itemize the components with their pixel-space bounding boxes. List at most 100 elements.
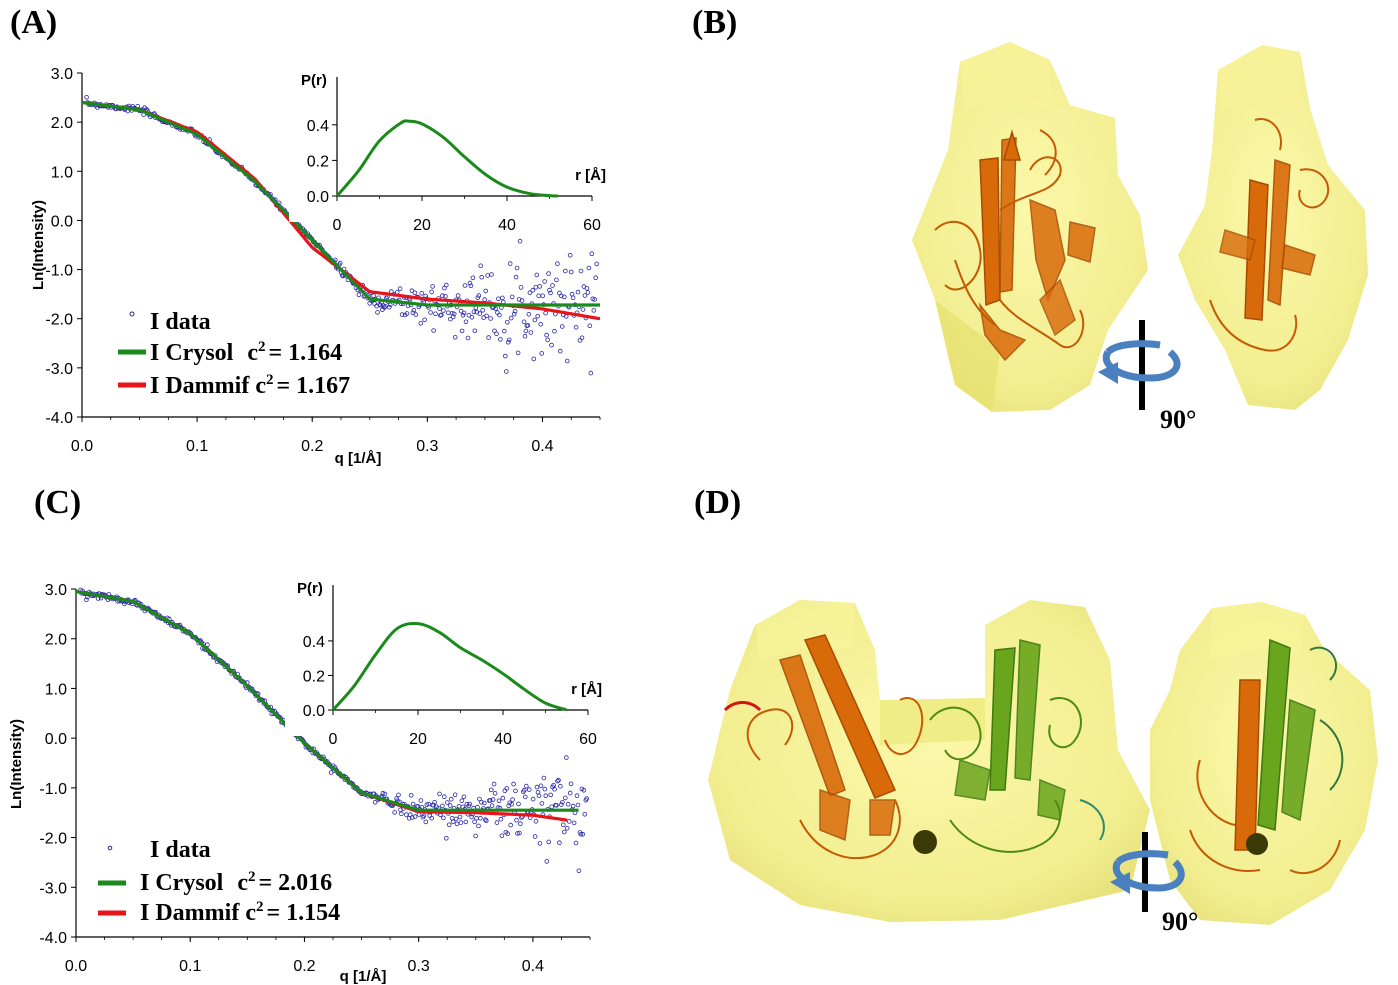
chart-c-point — [382, 791, 388, 797]
chart-c-point — [477, 796, 482, 802]
chart-a-point — [555, 261, 560, 267]
chart-a-point — [431, 328, 436, 333]
chart-a: 3.0 2.0 1.0 0.0 -1.0 -2.0 -3.0 -4.0 0.0 0.1 0.2 0.3… — [30, 66, 606, 467]
chart-c-point — [564, 825, 570, 831]
chart-c-inset-pr-line — [331, 621, 568, 712]
chart-a-point — [443, 293, 448, 299]
chart-a-ytick-label: -1.0 — [45, 263, 73, 280]
legend-a-data: I data — [150, 309, 211, 335]
chart-a-point — [586, 265, 592, 271]
chart-a-ytick-label: -3.0 — [45, 361, 73, 378]
chart-a-point — [455, 293, 461, 298]
chart-a-point — [440, 293, 445, 299]
chart-c-ytick-label: -3.0 — [39, 880, 67, 897]
chart-a-point — [508, 315, 514, 321]
chart-c-point — [522, 794, 528, 800]
chart-c-point — [537, 841, 543, 846]
chart-c-point — [440, 803, 445, 809]
rotation-label-b: 90° — [1160, 405, 1196, 434]
chart-c-legend: I data I Crysol c2 = 2.016 I Dammif c2 = 1.1… — [98, 837, 340, 926]
chart-a-legend: I data I Crysol c2 = 1.164 I Dammif c2 = 1.1… — [118, 309, 350, 399]
chart-a-point — [577, 338, 583, 343]
chart-a-point — [537, 284, 542, 289]
chart-a-point — [521, 319, 527, 325]
chart-a-point — [460, 312, 466, 318]
chart-c-point — [566, 819, 572, 824]
chart-a-point — [430, 284, 435, 289]
chart-c-point — [504, 786, 510, 791]
chart-c-point — [483, 818, 489, 823]
chart-c-point — [205, 642, 210, 647]
chart-c-point — [85, 594, 90, 600]
chart-c-point — [396, 792, 401, 798]
chart-c-ytick-label: 2.0 — [45, 632, 67, 649]
rotation-symbol-d — [1110, 832, 1185, 912]
chart-a-point — [412, 290, 418, 296]
chart-c-xlabel: q [1/Å] — [340, 968, 387, 985]
chart-a-inset-bg — [289, 67, 604, 222]
chart-a-point — [538, 321, 543, 327]
chart-c-point — [539, 801, 545, 806]
chart-a-point — [564, 358, 570, 364]
chart-a-point — [482, 297, 488, 302]
chart-a-point — [532, 317, 538, 323]
chart-a-point — [486, 335, 491, 340]
chart-c-point — [548, 792, 553, 798]
chart-a-point — [523, 328, 529, 334]
chart-c-point — [559, 802, 564, 807]
chart-c-point — [437, 791, 442, 797]
chart-a-point — [558, 293, 564, 299]
chart-c-point — [410, 801, 416, 807]
chart-c-point — [452, 792, 458, 798]
chart-a-point — [539, 351, 544, 356]
chart-c-point — [565, 801, 571, 807]
chart-c-inset-ytick-label: 0.2 — [303, 668, 325, 685]
chart-a-point — [502, 353, 508, 359]
chart-c-point — [488, 787, 494, 793]
chart-a-point — [579, 335, 585, 341]
chart-c-point — [560, 799, 565, 805]
chart-a-point — [429, 289, 434, 295]
chart-c-point — [423, 819, 429, 825]
chart-c-point — [474, 815, 479, 821]
chart-a-xtick-label: 0.3 — [416, 438, 438, 455]
chart-a-point — [356, 292, 362, 298]
chart-a-xtick-label: 0.2 — [301, 438, 323, 455]
panel-b-structure: 90° — [912, 42, 1368, 434]
chart-a-point — [506, 337, 512, 343]
chart-c-point — [421, 813, 427, 818]
chart-c-point — [489, 803, 495, 808]
chart-a-point — [593, 275, 598, 281]
chart-c-point — [463, 819, 469, 825]
chart-c-point — [552, 786, 557, 792]
legend-c-crysol: I Crysol c2 = 2.016 — [140, 869, 332, 896]
chart-c-point — [372, 799, 378, 805]
chart-c-xtick-label: 0.2 — [293, 958, 315, 975]
chart-a-point — [570, 295, 576, 301]
chart-a-point — [505, 339, 511, 345]
chart-c-point — [530, 796, 536, 802]
chart-c-point — [581, 787, 587, 793]
chart-c-point — [543, 793, 549, 798]
protein-d-green — [929, 639, 1105, 853]
chart-a-ylabel: Ln(Intensity) — [30, 200, 47, 290]
chart-a-point — [371, 293, 376, 299]
chart-a-point — [504, 319, 510, 325]
chart-a-point — [582, 293, 588, 298]
chart-a-point — [428, 310, 433, 315]
legend-a-data-marker — [129, 311, 135, 317]
chart-c-point — [487, 798, 493, 803]
chart-a-point — [386, 304, 392, 310]
chart-c-point — [491, 781, 497, 787]
chart-c-point — [412, 814, 418, 819]
chart-c-point — [562, 795, 568, 801]
chart-a-inset-xtick-label: 60 — [583, 217, 601, 234]
chart-c-point — [544, 859, 550, 864]
chart-c-inset-xtick-label: 40 — [494, 731, 512, 748]
chart-c-point — [563, 755, 569, 760]
chart-c-point — [521, 787, 527, 793]
chart-c-point — [523, 783, 529, 789]
chart-c-point — [510, 797, 515, 802]
chart-c-inset-ylabel: P(r) — [297, 580, 323, 597]
chart-a-point — [514, 265, 520, 271]
